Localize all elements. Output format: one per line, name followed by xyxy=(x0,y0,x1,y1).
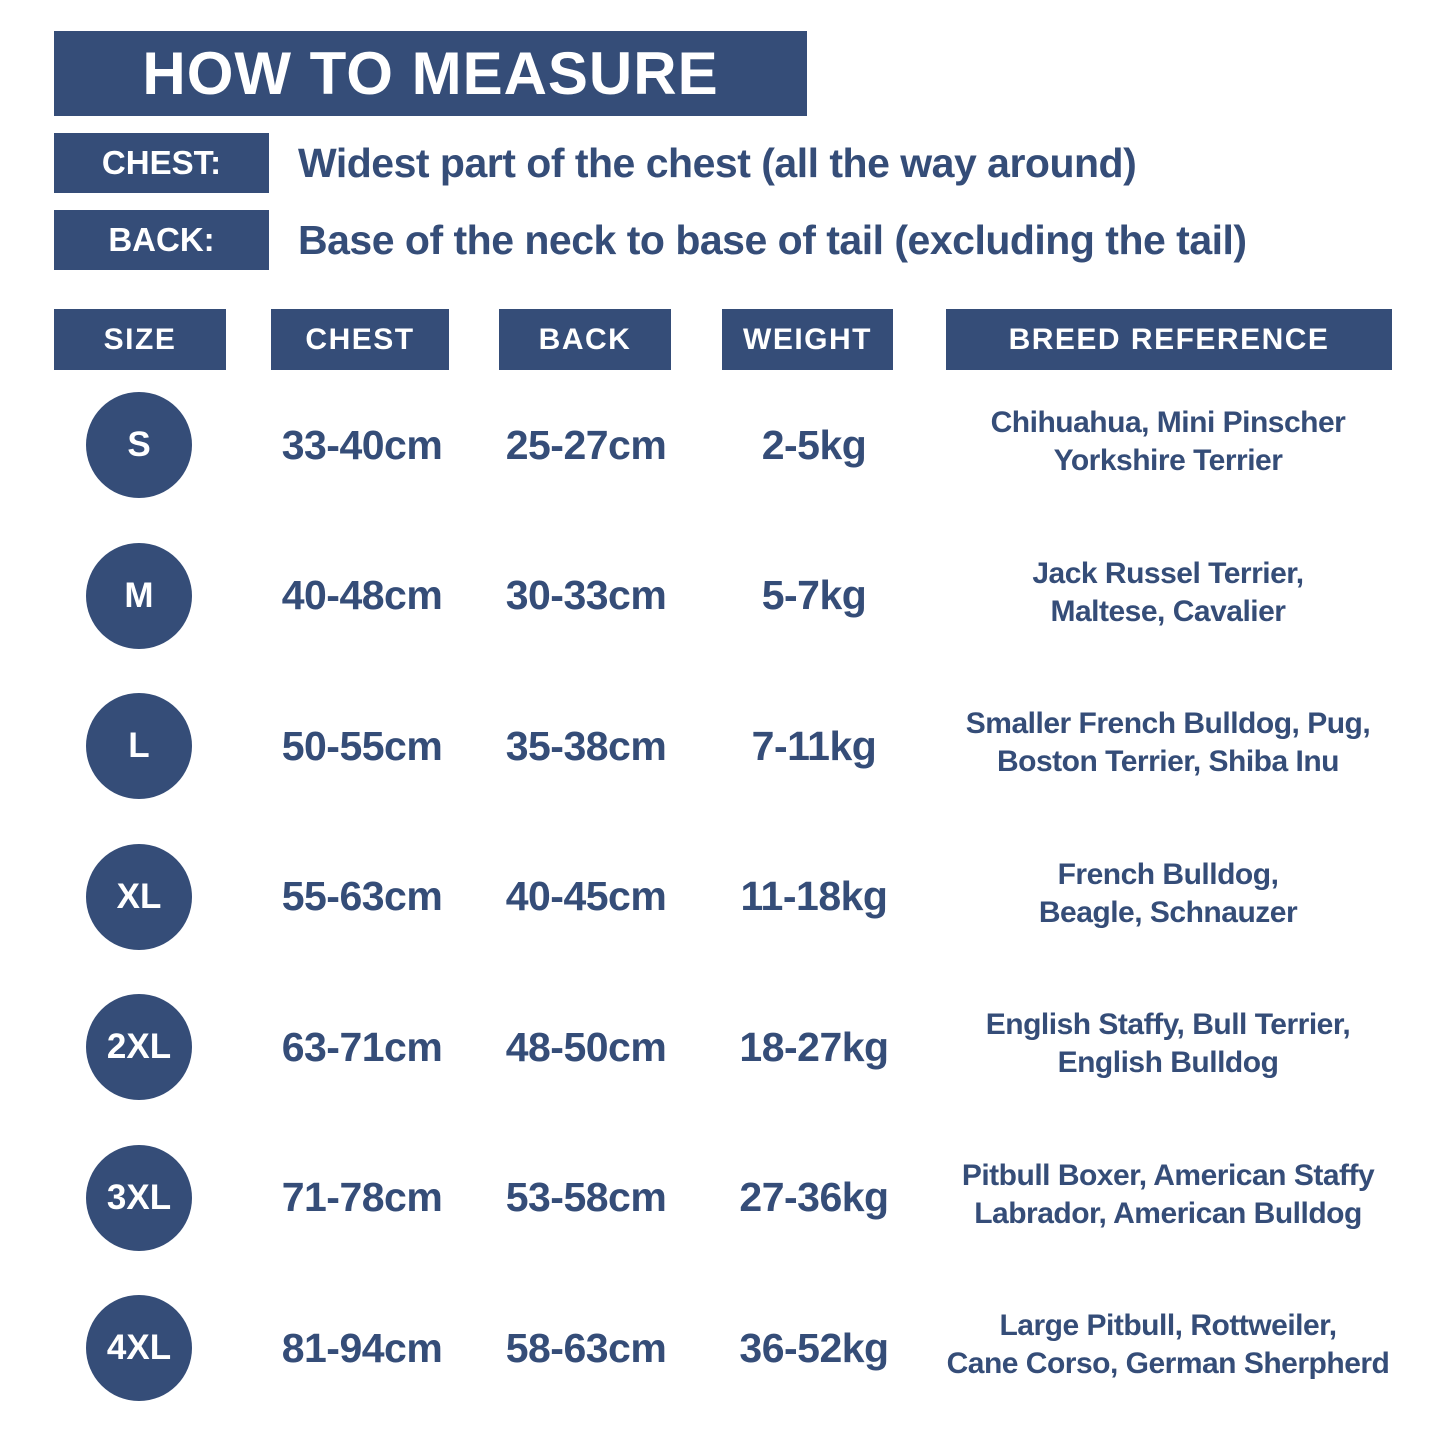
chest-value: 63-71cm xyxy=(281,1023,443,1070)
size-badge: 2XL xyxy=(86,994,192,1100)
chest-guide-label: CHEST: xyxy=(54,133,269,193)
size-badge: 3XL xyxy=(86,1144,192,1251)
chest-value: 50-55cm xyxy=(281,722,443,769)
size-badge: M xyxy=(86,542,192,649)
table-row: M 40-48cm 30-33cm 5-7kg Jack Russel Terrier,… xyxy=(0,542,1445,649)
table-row: 2XL 63-71cm 48-50cm 18-27kg English Staffy, … xyxy=(0,994,1445,1100)
header-chest: CHEST xyxy=(271,309,449,370)
chest-value: 33-40cm xyxy=(281,421,443,468)
breed-reference: Large Pitbull, Rottweiler, Cane Corso, Ge… xyxy=(940,1295,1396,1395)
table-row: 4XL 81-94cm 58-63cm 36-52kg Large Pitbull, R… xyxy=(0,1295,1445,1401)
breed-reference: Chihuahua, Mini Pinscher Yorkshire Terrie… xyxy=(940,392,1396,492)
weight-value: 27-36kg xyxy=(739,1174,889,1220)
weight-value: 5-7kg xyxy=(761,572,867,618)
breed-reference: Jack Russel Terrier, Maltese, Cavalier xyxy=(940,543,1396,643)
breed-line: English Staffy, Bull Terrier, xyxy=(985,1008,1351,1041)
weight-value: 18-27kg xyxy=(739,1023,889,1070)
back-value: 25-27cm xyxy=(505,421,667,468)
back-value: 40-45cm xyxy=(505,873,667,919)
back-value: 35-38cm xyxy=(505,722,667,769)
header-back: BACK xyxy=(499,309,671,370)
breed-line: Boston Terrier, Shiba Inu xyxy=(997,745,1340,778)
breed-line: Large Pitbull, Rottweiler, xyxy=(999,1309,1337,1342)
breed-reference: English Staffy, Bull Terrier, English Bul… xyxy=(940,994,1396,1094)
page-title: HOW TO MEASURE xyxy=(54,31,807,116)
chest-value: 55-63cm xyxy=(281,873,443,919)
header-weight: WEIGHT xyxy=(722,309,893,370)
breed-reference: French Bulldog, Beagle, Schnauzer xyxy=(940,844,1396,944)
back-guide-label: BACK: xyxy=(54,210,269,270)
breed-line: French Bulldog, xyxy=(1057,857,1279,891)
size-badge: 4XL xyxy=(86,1295,192,1401)
back-value: 58-63cm xyxy=(505,1324,667,1371)
back-value: 53-58cm xyxy=(505,1174,667,1220)
size-badge: L xyxy=(86,693,192,799)
table-row: 3XL 71-78cm 53-58cm 27-36kg Pitbull Boxer, A… xyxy=(0,1144,1445,1251)
back-value: 30-33cm xyxy=(505,572,667,618)
chest-value: 71-78cm xyxy=(281,1174,443,1220)
chest-guide-text: Widest part of the chest (all the way ar… xyxy=(298,140,1137,186)
size-badge: S xyxy=(86,392,192,498)
back-guide-text: Base of the neck to base of tail (exclud… xyxy=(298,217,1247,263)
breed-line: Jack Russel Terrier, xyxy=(1032,556,1304,590)
table-row: S 33-40cm 25-27cm 2-5kg Chihuahua, Mini Pins… xyxy=(0,392,1445,498)
breed-line: Beagle, Schnauzer xyxy=(1038,895,1298,929)
weight-value: 2-5kg xyxy=(761,421,867,468)
breed-reference: Smaller French Bulldog, Pug, Boston Terri… xyxy=(940,693,1396,793)
breed-line: Cane Corso, German Sherpherd xyxy=(946,1347,1390,1380)
breed-line: Chihuahua, Mini Pinscher xyxy=(990,406,1346,439)
weight-value: 11-18kg xyxy=(740,873,888,919)
header-breed-reference: BREED REFERENCE xyxy=(946,309,1392,370)
back-value: 48-50cm xyxy=(505,1023,667,1070)
header-size: SIZE xyxy=(54,309,226,370)
breed-line: Smaller French Bulldog, Pug, xyxy=(965,707,1371,740)
breed-line: English Bulldog xyxy=(1057,1046,1279,1079)
breed-reference: Pitbull Boxer, American Staffy Labrador, … xyxy=(940,1145,1396,1245)
breed-line: Labrador, American Bulldog xyxy=(974,1196,1362,1230)
breed-line: Maltese, Cavalier xyxy=(1050,594,1286,628)
breed-line: Pitbull Boxer, American Staffy xyxy=(961,1158,1375,1192)
chest-value: 81-94cm xyxy=(281,1324,443,1371)
table-row: XL 55-63cm 40-45cm 11-18kg French Bulldog, Be… xyxy=(0,843,1445,950)
size-badge: XL xyxy=(86,843,192,950)
table-row: L 50-55cm 35-38cm 7-11kg Smaller French Bull… xyxy=(0,693,1445,799)
breed-line: Yorkshire Terrier xyxy=(1053,444,1283,477)
chest-value: 40-48cm xyxy=(281,572,443,618)
weight-value: 7-11kg xyxy=(751,722,877,769)
weight-value: 36-52kg xyxy=(739,1324,889,1371)
